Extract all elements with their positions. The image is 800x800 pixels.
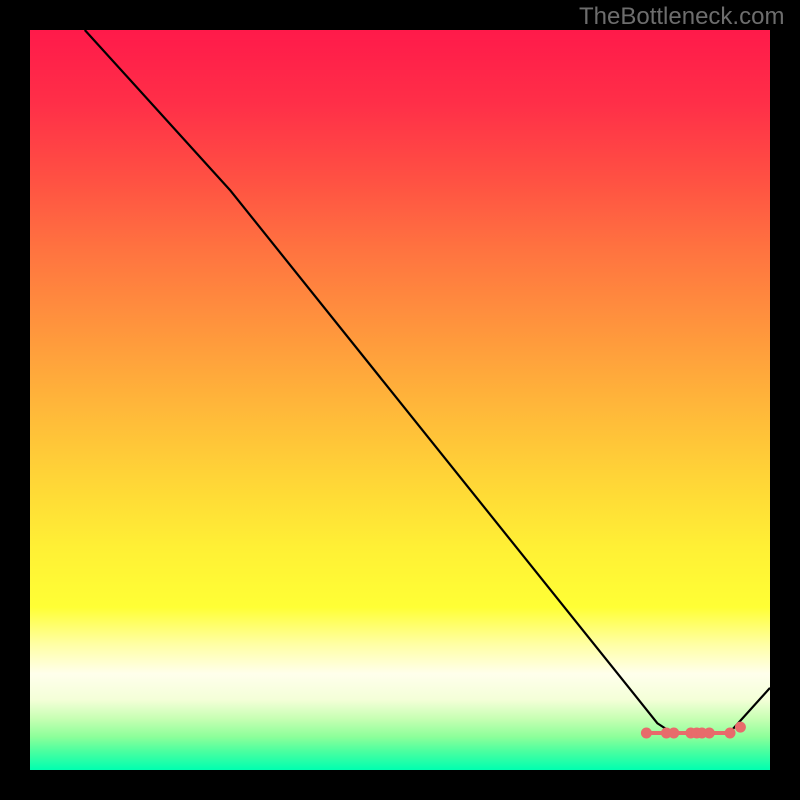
plot-area: [30, 30, 770, 770]
gradient-background: [30, 30, 770, 770]
chart-svg: [30, 30, 770, 770]
attribution-label: TheBottleneck.com: [579, 3, 784, 31]
